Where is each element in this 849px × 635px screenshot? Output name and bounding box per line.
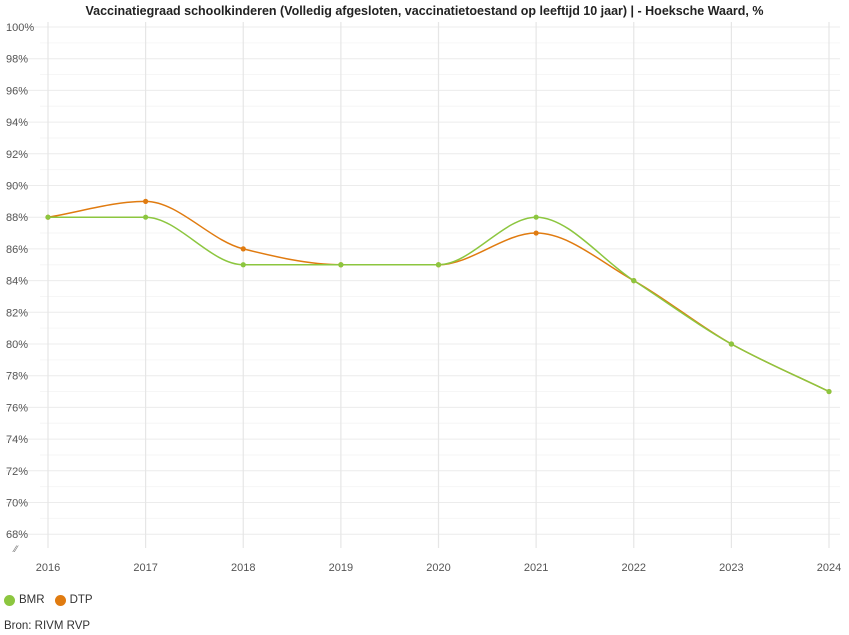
series-points [45,198,832,395]
x-tick-label: 2024 [817,562,841,574]
series-line-bmr [47,216,830,393]
legend-item-bmr[interactable]: BMR [4,594,45,606]
data-point-dtp [143,198,149,204]
data-point-dtp [533,230,539,236]
grid-lines [6,22,840,548]
x-tick-label: 2019 [329,562,353,574]
y-tick-label: 70% [6,498,28,510]
data-point-bmr [143,214,149,220]
legend-swatch-dtp [54,594,66,606]
y-axis-ticks: 68% 70% 72% 74% 76% 78% 80% 82% 84% 86% 88% 90% 92% 9… [6,22,34,555]
axis-break-symbol: ⁄⁄ [12,545,20,555]
x-axis-ticks: 2016 2017 2018 2019 2020 2021 2022 2023 2024 [36,562,841,574]
x-tick-label: 2018 [231,562,255,574]
legend-swatch-bmr [4,594,15,606]
y-tick-label: 74% [6,434,28,446]
series-lines [47,200,830,393]
y-tick-label: 92% [6,149,28,161]
y-tick-label: 90% [6,181,28,193]
y-tick-label: 84% [6,276,28,288]
x-tick-label: 2017 [133,562,157,574]
chart-title: Vaccinatiegraad schoolkinderen (Volledig… [85,4,764,18]
legend-label-bmr: BMR [19,594,45,606]
y-tick-label: 98% [6,54,28,66]
x-tick-label: 2016 [36,562,60,574]
y-tick-label: 88% [6,212,28,224]
data-point-bmr [435,262,442,268]
data-point-bmr [631,278,637,284]
source-note: Bron: RIVM RVP [4,620,91,632]
y-tick-label: 86% [6,244,28,256]
y-tick-label: 78% [6,371,28,383]
legend-item-dtp[interactable]: DTP [54,594,93,606]
x-tick-label: 2023 [719,562,743,574]
legend-label-dtp: DTP [69,594,93,606]
data-point-bmr [533,214,539,220]
data-point-dtp [240,246,246,252]
y-tick-label: 68% [6,529,28,541]
y-tick-label: 76% [6,402,28,414]
data-point-bmr [826,388,832,395]
legend: BMR DTP [4,594,103,606]
x-tick-label: 2020 [426,562,450,574]
y-tick-label: 96% [6,85,28,97]
y-tick-label: 72% [6,466,28,478]
x-tick-label: 2021 [524,562,548,574]
y-tick-label: 100% [6,22,34,34]
data-point-bmr [338,262,344,268]
x-tick-label: 2022 [622,562,646,574]
y-tick-label: 80% [6,339,28,351]
y-tick-label: 94% [6,117,28,129]
data-point-bmr [45,214,51,220]
y-tick-label: 82% [6,307,28,319]
data-point-bmr [728,341,734,347]
line-chart: 68% 70% 72% 74% 76% 78% 80% 82% 84% 86% 88% 90% 92% 9… [6,22,841,574]
data-point-bmr [240,262,246,268]
